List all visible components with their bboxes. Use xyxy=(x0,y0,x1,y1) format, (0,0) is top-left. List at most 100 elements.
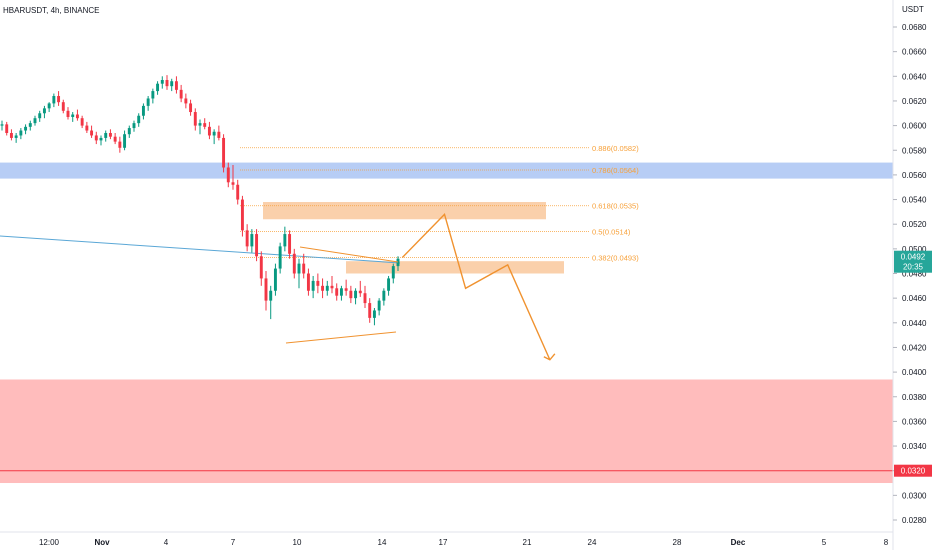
candle xyxy=(358,280,362,297)
candle-body xyxy=(170,81,174,87)
candle-body xyxy=(344,288,348,291)
candle xyxy=(212,129,216,145)
candle-body xyxy=(273,268,277,291)
price-tick-label: 0.0280 xyxy=(902,516,927,525)
demand-zone xyxy=(0,379,893,484)
candle-body xyxy=(71,114,75,117)
candle-body xyxy=(47,103,51,109)
projection-path xyxy=(401,212,551,361)
candle xyxy=(226,162,230,188)
price-tick-label: 0.0480 xyxy=(902,270,927,279)
candle xyxy=(71,112,75,122)
candle xyxy=(240,195,244,237)
candle xyxy=(288,230,292,259)
time-tick-label: 21 xyxy=(523,538,532,547)
price-axis-currency: USDT xyxy=(902,5,924,14)
candle-body xyxy=(66,110,70,117)
price-tick-label: 0.0660 xyxy=(902,48,927,57)
candle xyxy=(123,130,127,151)
candle xyxy=(85,121,89,133)
time-tick-label: 10 xyxy=(293,538,302,547)
candle-body xyxy=(339,288,343,296)
candle-body xyxy=(372,310,376,318)
fibonacci-retracement: 0.886(0.0582) 0.786(0.0564) 0.618(0.0535) 0… xyxy=(240,144,639,262)
candle-body xyxy=(302,263,306,274)
candle-body xyxy=(179,89,183,99)
price-axis[interactable]: 0.0680 0.0660 0.0640 0.0620 0.0600 0.0580 0.05… xyxy=(893,23,927,525)
price-tick-label: 0.0440 xyxy=(902,319,927,328)
projection-arrowhead xyxy=(543,353,556,361)
candle xyxy=(0,120,4,131)
candle-body xyxy=(184,98,188,104)
candle-body xyxy=(382,290,386,301)
candle xyxy=(146,96,150,111)
candle-body xyxy=(9,132,13,138)
candle-body xyxy=(38,113,42,119)
candle xyxy=(387,275,391,296)
candle-body xyxy=(264,278,268,301)
candle-body xyxy=(297,263,301,274)
candle xyxy=(118,136,122,153)
last-price-value: 0.0492 xyxy=(901,253,926,262)
candle-body xyxy=(245,230,249,247)
candle-body xyxy=(146,98,150,106)
price-tick-label: 0.0680 xyxy=(902,23,927,32)
candle xyxy=(302,253,306,279)
triangle-lower-line xyxy=(285,331,397,344)
time-tick-label: 5 xyxy=(822,538,827,547)
candle-body xyxy=(189,103,193,113)
candle xyxy=(193,108,197,131)
candle xyxy=(325,280,329,296)
candle xyxy=(99,135,103,146)
candle-body xyxy=(288,234,292,254)
candle xyxy=(160,76,164,89)
candle-body xyxy=(80,118,84,126)
candle-body xyxy=(278,246,282,269)
candle-body xyxy=(118,141,122,148)
candle xyxy=(5,121,9,136)
price-tick-label: 0.0380 xyxy=(902,393,927,402)
candle-body xyxy=(165,79,169,87)
price-tick-label: 0.0560 xyxy=(902,171,927,180)
candle xyxy=(255,229,259,262)
candle-body xyxy=(75,114,79,119)
candle-body xyxy=(250,234,254,247)
candle-body xyxy=(33,118,37,124)
price-tick-label: 0.0600 xyxy=(902,122,927,131)
candle xyxy=(283,226,287,252)
candle-body xyxy=(292,253,296,274)
price-tick-label: 0.0500 xyxy=(902,245,927,254)
candle xyxy=(321,278,325,299)
candle-body xyxy=(0,124,4,126)
candle xyxy=(151,88,155,104)
time-axis[interactable]: 12:00 Nov 4 7 10 14 17 21 24 28 Dec 5 8 xyxy=(39,538,889,547)
candle-body xyxy=(349,290,353,299)
candle-body xyxy=(377,300,381,311)
candle xyxy=(19,128,23,140)
candle xyxy=(38,110,42,122)
candle xyxy=(57,91,61,106)
candle xyxy=(75,109,79,121)
triangle-upper-line xyxy=(299,246,399,263)
candle xyxy=(14,132,18,143)
price-tick-label: 0.0400 xyxy=(902,368,927,377)
time-tick-label: 7 xyxy=(231,538,236,547)
candle xyxy=(80,115,84,129)
symbol-title: HBARUSDT, 4h, BINANCE xyxy=(3,6,99,15)
price-tick-label: 0.0640 xyxy=(902,72,927,81)
time-tick-label: 12:00 xyxy=(39,538,60,547)
candle-body xyxy=(231,182,235,185)
candle-body xyxy=(132,123,136,129)
candle xyxy=(344,279,348,296)
candle xyxy=(368,298,372,323)
candle xyxy=(349,285,353,304)
candle xyxy=(127,125,131,138)
time-tick-label: 17 xyxy=(439,538,448,547)
candle-body xyxy=(321,285,325,291)
candle xyxy=(52,93,56,108)
candle xyxy=(264,271,268,311)
candle xyxy=(391,263,395,284)
candle xyxy=(189,99,193,116)
candle xyxy=(217,125,221,141)
